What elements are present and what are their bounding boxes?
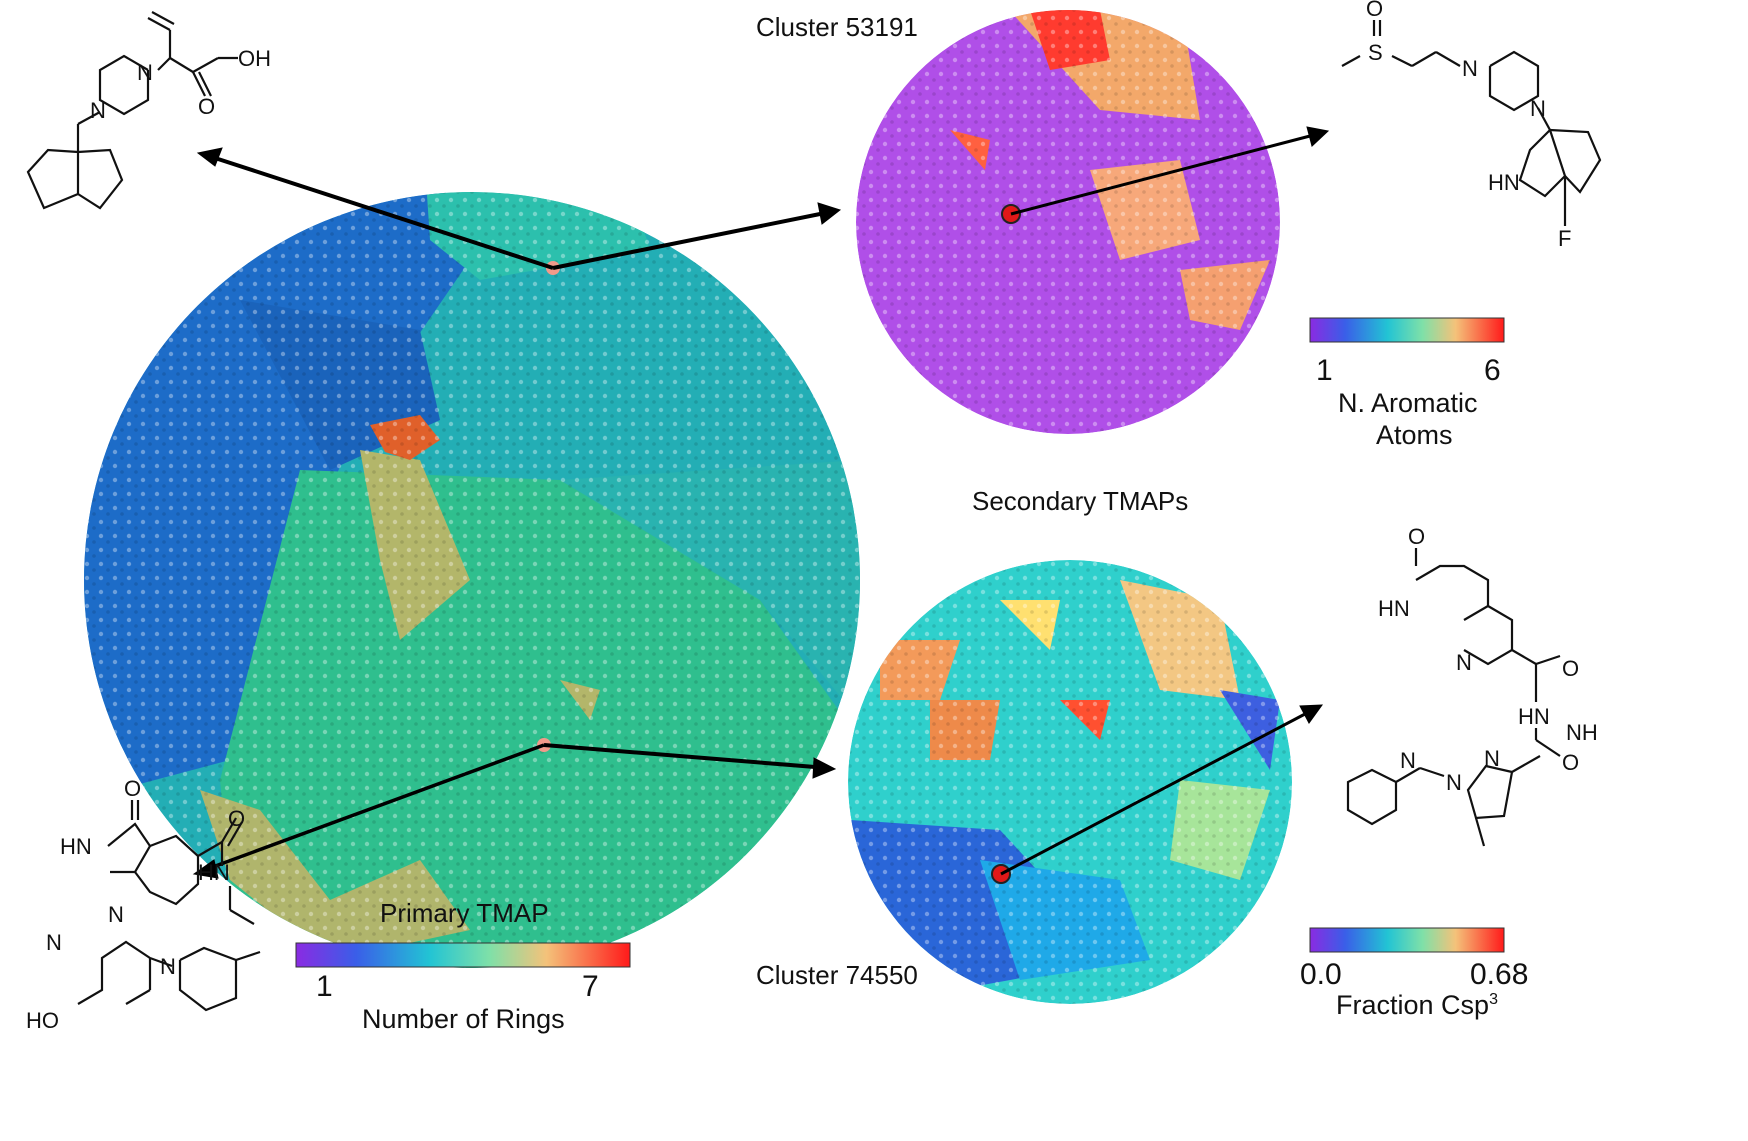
cluster-53191-title: Cluster 53191 — [756, 12, 918, 42]
atom-n-4: N — [1530, 96, 1546, 121]
cluster-74550-colorbar-max: 0.68 — [1470, 958, 1529, 991]
structure-1 — [26, 11, 238, 210]
atom-n-9: N — [1484, 746, 1500, 771]
cluster-53191-colorbar-label-line1: N. Aromatic — [1338, 388, 1478, 418]
atom-n-10: N — [1446, 770, 1462, 795]
atom-n-6: N — [46, 930, 62, 955]
atom-hn-2: HN — [60, 834, 92, 859]
cluster-53191-colorbar-max: 6 — [1484, 354, 1501, 387]
atom-n-3: N — [1462, 56, 1478, 81]
structure-4 — [1346, 548, 1561, 847]
atom-n-5: N — [108, 902, 124, 927]
cluster-74550-tmap — [848, 560, 1292, 1004]
cluster-53191-colorbar-label-line2: Atoms — [1376, 420, 1453, 450]
atom-hn-4: HN — [1378, 596, 1410, 621]
structure-2 — [1341, 20, 1602, 226]
atom-s: S — [1368, 40, 1383, 65]
primary-colorbar-max: 7 — [582, 970, 599, 1003]
atom-o-6: O — [1562, 656, 1579, 681]
cluster-74550-colorbar-min: 0.0 — [1300, 958, 1342, 991]
atom-o-7: O — [1562, 750, 1579, 775]
atom-nh: NH — [1566, 720, 1598, 745]
atom-oh-1: OH — [238, 46, 271, 71]
atom-o-2: O — [1366, 0, 1383, 21]
atom-o-4: O — [228, 806, 245, 831]
cluster-74550-title: Cluster 74550 — [756, 960, 918, 990]
atom-o-5: O — [1408, 524, 1425, 549]
cluster-53191-colorbar — [1309, 317, 1505, 343]
atom-ho: HO — [26, 1008, 59, 1033]
cluster-53191-tmap — [856, 10, 1280, 434]
atom-n-11: N — [1400, 748, 1416, 773]
atom-hn-5: HN — [1518, 704, 1550, 729]
cluster-74550-colorbar-label-text: Fraction Csp — [1336, 990, 1490, 1020]
atom-n-8: N — [1456, 650, 1472, 675]
atom-hn-1: HN — [1488, 170, 1520, 195]
atom-hn-3: HN — [198, 860, 230, 885]
primary-colorbar — [295, 942, 631, 968]
atom-o-3: O — [124, 776, 141, 801]
cluster-53191-colorbar-min: 1 — [1316, 354, 1333, 387]
primary-colorbar-min: 1 — [316, 970, 333, 1003]
primary-tmap-title: Primary TMAP — [380, 898, 549, 928]
cluster-74550-colorbar-label: Fraction Csp3 — [1336, 990, 1498, 1021]
structure-3 — [77, 800, 261, 1012]
atom-n-1: N — [137, 60, 153, 85]
cluster-74550-colorbar-label-sup: 3 — [1489, 991, 1498, 1008]
primary-colorbar-label: Number of Rings — [362, 1004, 565, 1034]
atom-n-2: N — [90, 98, 106, 123]
secondary-tmaps-title: Secondary TMAPs — [972, 486, 1189, 516]
arrows — [192, 126, 1330, 879]
atom-f: F — [1558, 226, 1571, 251]
cluster-74550-colorbar — [1309, 927, 1505, 953]
atom-o-1: O — [198, 94, 215, 119]
atom-n-7: N — [160, 954, 176, 979]
